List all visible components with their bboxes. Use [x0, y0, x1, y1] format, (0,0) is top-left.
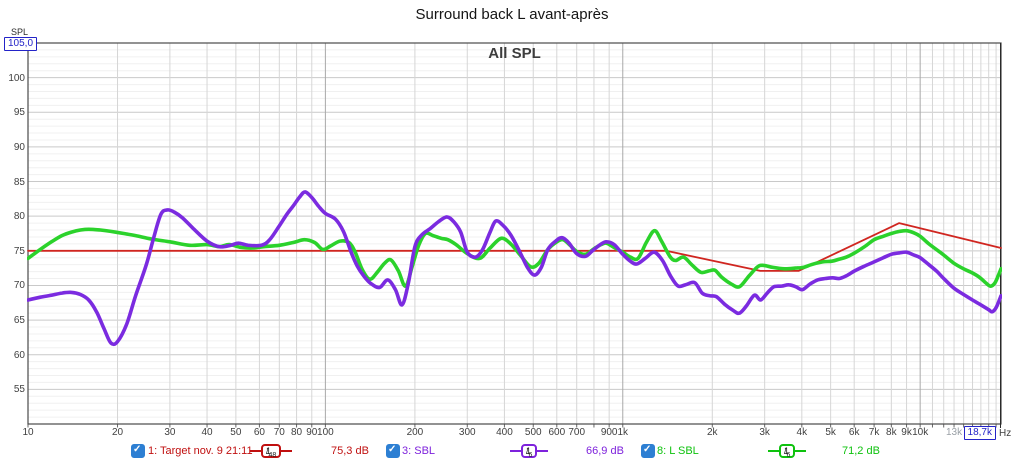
sbl-label[interactable]: 3: SBL: [402, 445, 436, 457]
x-tick-label: 50: [230, 427, 242, 438]
y-axis-name: SPL: [11, 27, 29, 37]
x-tick-label: 70: [273, 427, 285, 438]
y-tick-label: 60: [13, 349, 25, 361]
y-tick-label: 95: [13, 107, 25, 119]
x-tick-label: 7k: [868, 427, 880, 438]
target-checkbox[interactable]: ✓: [131, 444, 145, 458]
target-nov-9-21-11-curve: [27, 222, 1002, 272]
x-tick-label: 1k: [617, 427, 629, 438]
x-tick-label: 5k: [825, 427, 836, 438]
sbl-checkbox[interactable]: ✓: [386, 444, 400, 458]
x-tick-label: 400: [496, 427, 513, 438]
x-tick-label: 13k: [945, 427, 963, 438]
x-tick-label: 700: [568, 427, 586, 438]
chip-line: [250, 450, 261, 452]
target-smoothing-chip[interactable]: 1/48: [250, 444, 293, 459]
x-tick-label: 9k: [901, 427, 912, 438]
curves-group: [27, 190, 1002, 347]
x-tick-label: 40: [201, 427, 213, 438]
x-tick-label: 100: [317, 427, 334, 438]
sbl-smoothing-chip[interactable]: 1/6: [510, 444, 549, 459]
x-tick-label: 80: [291, 427, 303, 438]
target-label[interactable]: 1: Target nov. 9 21:11: [148, 445, 253, 457]
chip-line: [768, 450, 779, 452]
y-tick-label: 70: [13, 280, 25, 292]
x-axis-unit: Hz: [999, 428, 1012, 439]
l-sbl-checkbox[interactable]: ✓: [641, 444, 655, 458]
check-icon: ✓: [388, 444, 397, 455]
smoothing-fraction: 1/6: [521, 444, 538, 459]
l-sbl-smoothing-chip[interactable]: 1/6: [768, 444, 807, 459]
chip-line: [795, 450, 807, 452]
l-sbl-label[interactable]: 8: L SBL: [657, 445, 699, 457]
x-tick-label: 20: [111, 427, 124, 438]
x-tick-label: 3k: [759, 427, 770, 438]
x-tick-label: 900: [600, 427, 618, 438]
x-tick-label: 6k: [848, 427, 860, 438]
smoothing-fraction: 1/6: [779, 444, 796, 459]
x-tick-label: 2k: [707, 427, 718, 438]
sbl-level: 66,9 dB: [586, 445, 624, 457]
y-tick-label: 55: [13, 384, 25, 396]
x-tick-label: 600: [548, 427, 566, 438]
y-cursor-value-box: 105,0: [4, 37, 38, 51]
x-tick-label: 300: [458, 427, 476, 438]
chip-line: [537, 450, 549, 452]
check-icon: ✓: [133, 444, 142, 455]
plot-area[interactable]: [28, 43, 1001, 424]
x-tick-label: 500: [524, 427, 542, 438]
x-tick-label: 60: [253, 427, 265, 438]
target-level: 75,3 dB: [331, 445, 369, 457]
x-cursor-value-box: 18,7k: [963, 426, 996, 440]
y-tick-label: 90: [13, 141, 25, 153]
y-tick-label: 75: [13, 245, 25, 257]
x-tick-label: 10k: [912, 427, 929, 438]
smoothing-fraction: 1/48: [261, 444, 282, 459]
sbl-curve: [27, 190, 1002, 347]
chip-line: [510, 450, 521, 452]
page-title: Surround back L avant-après: [415, 6, 609, 23]
x-tick-label: 200: [406, 427, 424, 438]
chip-line: [281, 450, 293, 452]
x-tick-label: 30: [164, 427, 176, 438]
y-tick-label: 85: [13, 176, 25, 188]
chart-title: All SPL: [488, 45, 541, 62]
x-tick-label: 90: [306, 427, 318, 438]
y-tick-label: 65: [13, 315, 25, 327]
y-tick-label: 100: [8, 72, 25, 84]
l-sbl-level: 71,2 dB: [842, 445, 880, 457]
x-tick-label: 10: [22, 427, 34, 438]
y-tick-label: 80: [13, 211, 25, 223]
x-tick-label: 4k: [796, 427, 808, 438]
check-icon: ✓: [643, 444, 652, 455]
legend-bar: ✓ 1: Target nov. 9 21:11 1/48 75,3 dB ✓ …: [0, 443, 1024, 461]
x-tick-label: 8k: [886, 427, 897, 438]
